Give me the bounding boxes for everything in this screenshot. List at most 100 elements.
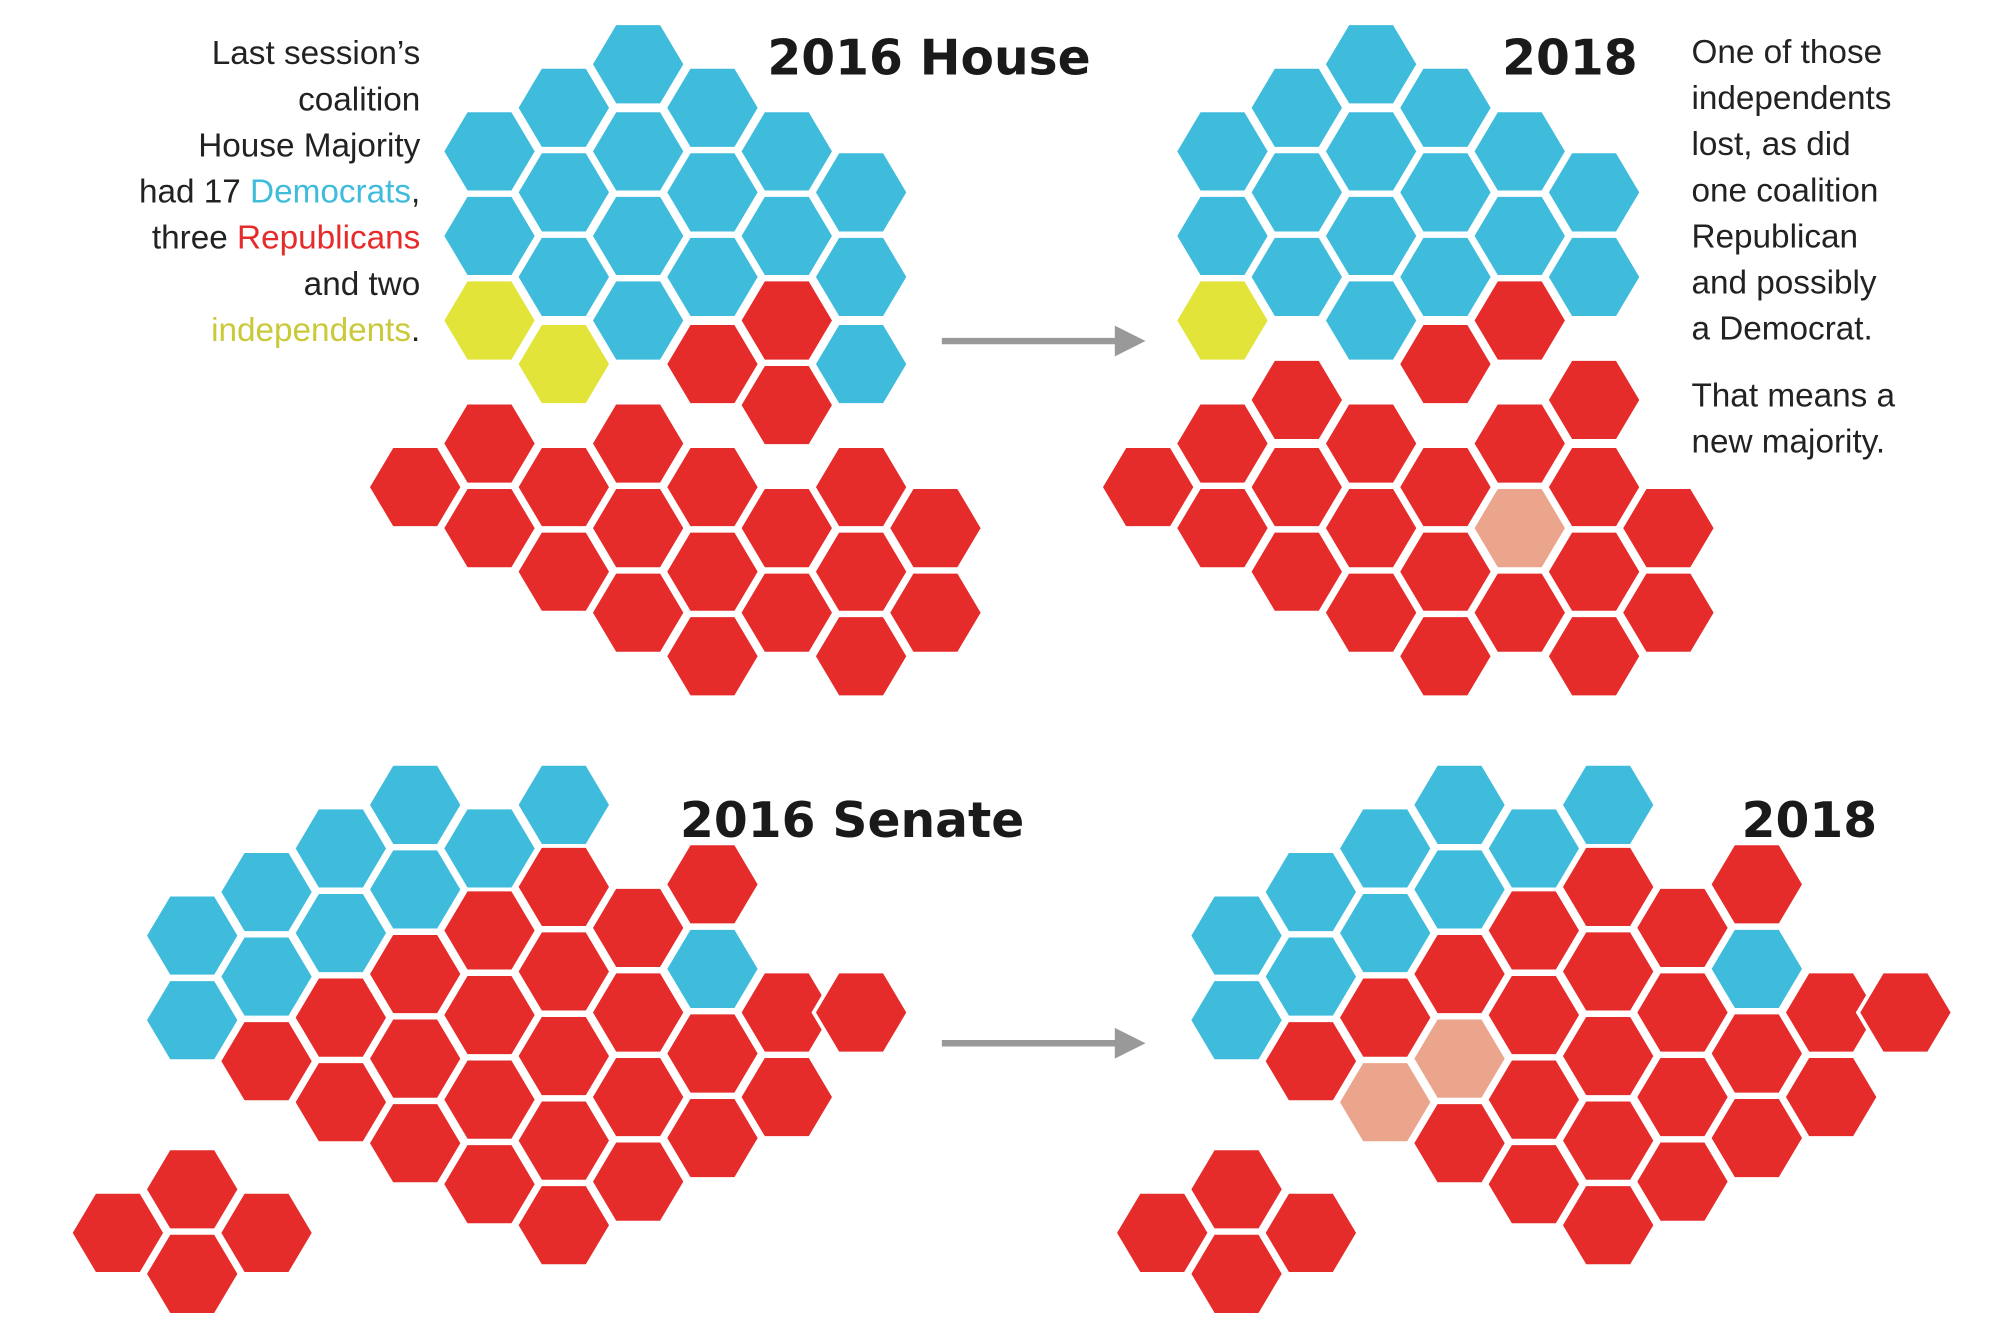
seat-hex — [216, 1189, 317, 1276]
house-title-2018: 2018 — [1502, 30, 1638, 86]
seat-hex — [514, 1097, 614, 1184]
seat-hex — [1470, 108, 1570, 195]
seat-hex — [588, 969, 688, 1056]
seat-hex — [811, 613, 911, 700]
seat-hex — [662, 149, 763, 236]
note-line: coalition — [298, 81, 420, 118]
seat-hex — [1247, 149, 1347, 236]
seat-hex — [1558, 761, 1658, 848]
seat-hex — [1558, 1182, 1658, 1269]
seat-hex — [1321, 108, 1421, 195]
seat-hex — [1335, 974, 1435, 1061]
seat-hex — [142, 977, 242, 1064]
seat-hex — [216, 849, 317, 935]
note-line: had 17 Democrats, — [139, 174, 420, 211]
seat-hex — [588, 884, 688, 971]
seat-hex — [811, 234, 911, 320]
seat-hex — [1247, 64, 1347, 151]
note-text: coalition — [298, 81, 420, 118]
seat-hex — [662, 925, 763, 1012]
seat-hex — [216, 1018, 317, 1105]
seat-hex — [1261, 1189, 1361, 1276]
seat-hex — [811, 149, 911, 236]
seat-hex — [1112, 1189, 1212, 1276]
seat-hex — [1247, 357, 1347, 443]
seat-hex — [737, 485, 837, 572]
seat-hex — [1395, 234, 1496, 320]
seat-hex — [1632, 1138, 1733, 1225]
seat-hex — [1558, 843, 1658, 930]
seat-hex — [737, 1054, 837, 1140]
note-text: , — [411, 174, 420, 211]
seat-hex — [662, 234, 763, 320]
seat-hex — [1409, 846, 1510, 933]
seat-hex — [514, 444, 614, 531]
seat-hex — [737, 108, 837, 195]
seat-hex — [1321, 277, 1421, 364]
hex-group — [1098, 21, 1719, 700]
seat-hex — [1321, 193, 1421, 279]
seat-hex — [439, 193, 540, 279]
seat-hex — [737, 362, 837, 449]
seat-hex — [662, 64, 763, 151]
note-line: and two — [304, 266, 421, 303]
seat-hex — [1707, 1010, 1807, 1097]
seat-hex — [1632, 969, 1733, 1056]
arrow — [941, 1027, 1146, 1059]
seat-hex — [365, 846, 465, 933]
seat-hex — [1544, 528, 1644, 615]
seat-hex — [588, 21, 688, 108]
seat-hex — [811, 321, 911, 408]
note-text: Republicans — [237, 220, 420, 257]
seat-hex — [439, 485, 540, 572]
seat-hex — [514, 234, 614, 320]
seat-hex — [1395, 444, 1496, 531]
seat-hex — [662, 528, 763, 615]
note-line: One of those — [1691, 34, 1882, 71]
seat-hex — [291, 890, 391, 976]
seat-hex — [216, 933, 317, 1020]
seat-hex — [1484, 972, 1584, 1058]
seat-hex — [365, 1015, 465, 1102]
seat-hex — [885, 485, 986, 572]
seat-hex — [588, 485, 688, 572]
seat-hex — [1395, 321, 1496, 408]
seat-hex — [1395, 528, 1496, 615]
seat-hex — [588, 277, 688, 364]
seat-hex — [1470, 400, 1570, 487]
seat-hex — [1855, 969, 1956, 1056]
note-text: . — [411, 312, 420, 349]
seat-hex — [1484, 1056, 1584, 1143]
seat-hex — [514, 761, 614, 848]
seat-hex — [1098, 444, 1198, 531]
seat-hex — [662, 321, 763, 408]
seat-hex — [737, 193, 837, 279]
seat-hex — [1558, 1013, 1658, 1099]
seat-hex — [439, 400, 540, 487]
seat-hex — [1470, 569, 1570, 656]
note-line: new majority. — [1691, 424, 1885, 461]
seat-hex — [1172, 108, 1273, 195]
note-line: Last session’s — [212, 35, 421, 72]
note-text: and two — [304, 266, 421, 303]
seat-hex — [439, 108, 540, 195]
hex-group — [365, 21, 986, 700]
seat-hex — [811, 444, 911, 531]
seat-hex — [1172, 193, 1273, 279]
seat-hex — [1544, 444, 1644, 531]
seat-hex — [1558, 1097, 1658, 1184]
seat-hex — [662, 1010, 763, 1097]
seat-hex — [811, 969, 911, 1056]
seat-hex — [365, 1100, 465, 1187]
note-line: three Republicans — [152, 220, 420, 257]
seat-hex — [588, 108, 688, 195]
seat-hex — [1186, 892, 1287, 979]
seat-hex — [1470, 277, 1570, 364]
seat-hex — [1544, 357, 1644, 443]
note-text: three — [152, 220, 237, 257]
seat-hex — [514, 528, 614, 615]
seat-hex — [662, 444, 763, 531]
seat-hex — [1484, 1141, 1584, 1228]
